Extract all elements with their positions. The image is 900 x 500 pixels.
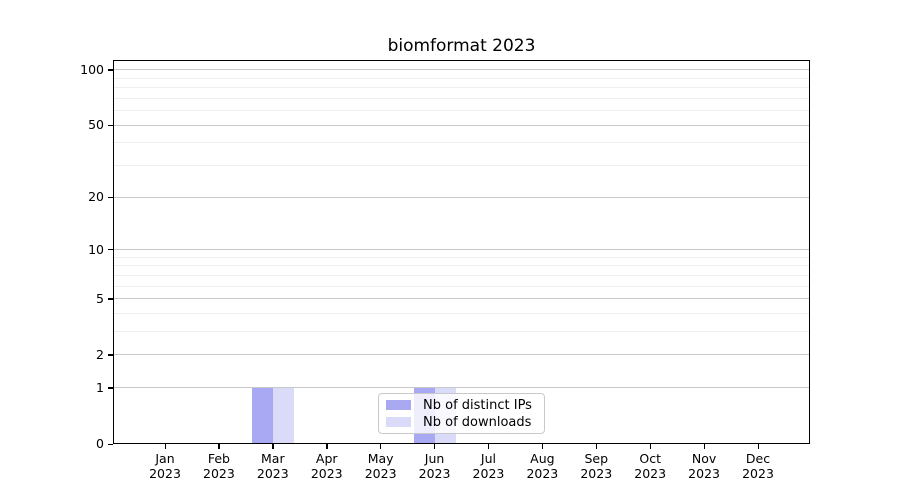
x-tick-mark (380, 444, 382, 449)
x-tick-label-line: Mar (261, 451, 285, 466)
x-tick-label-line: 2023 (526, 466, 559, 481)
gridline-minor (113, 165, 810, 167)
x-tick-label: Nov 2023 (672, 451, 736, 481)
x-tick-label: Jul 2023 (456, 451, 520, 481)
y-tick-label: 20 (88, 189, 104, 205)
gridline-minor (113, 256, 810, 258)
legend-label-downloads: Nb of downloads (423, 414, 532, 430)
gridline-minor (113, 77, 810, 79)
x-tick-mark (487, 444, 490, 449)
x-tick-mark (649, 444, 651, 449)
y-tick-label: 100 (80, 61, 104, 77)
gridline-minor (113, 331, 810, 333)
x-tick-label: Mar 2023 (241, 451, 305, 481)
x-tick-mark (595, 444, 598, 449)
x-tick-label-line: Jul (480, 451, 496, 466)
x-tick-label-line: Feb (207, 451, 230, 466)
y-tick-label: 0 (96, 436, 104, 451)
gridline-major (113, 196, 810, 198)
gridline-major (113, 354, 810, 356)
gridline-major (113, 387, 810, 389)
x-tick-mark (757, 444, 759, 449)
gridline-major (113, 69, 810, 71)
legend-item-downloads: Nb of downloads (386, 414, 544, 430)
bar-downloads (272, 387, 294, 444)
gridline-minor (113, 285, 810, 287)
x-tick-label: Apr 2023 (295, 451, 359, 481)
x-tick-mark (434, 444, 436, 449)
x-tick-label-line: 2023 (580, 466, 613, 481)
x-tick-label-line: 2023 (364, 466, 397, 481)
legend-item-distinct-ips: Nb of distinct IPs (386, 397, 544, 413)
y-tick-label: 10 (88, 241, 104, 257)
x-tick-label-line: 2023 (688, 466, 720, 481)
x-tick-mark (541, 444, 544, 449)
x-tick-label-line: 2023 (634, 466, 667, 481)
x-tick-label-line: 2023 (742, 466, 774, 481)
y-tick-label: 50 (88, 117, 104, 133)
gridline-minor (113, 142, 810, 144)
legend-swatch-distinct-ips-icon (386, 400, 411, 410)
gridline-minor (113, 110, 810, 112)
x-tick-label-line: Oct (639, 451, 661, 466)
gridline-minor (113, 87, 810, 89)
legend-swatch-downloads-icon (386, 417, 411, 427)
x-tick-label: Jun 2023 (403, 451, 467, 481)
x-tick-label-line: 2023 (310, 466, 343, 481)
gridline-major (113, 298, 810, 300)
x-tick-label-line: May (367, 451, 394, 466)
x-tick-mark (703, 444, 705, 449)
y-tick-label: 2 (96, 346, 104, 362)
x-tick-mark (164, 444, 166, 449)
x-tick-mark (218, 444, 220, 449)
x-tick-label-line: 2023 (472, 466, 505, 481)
gridline-major (113, 124, 810, 126)
x-tick-mark (326, 444, 328, 449)
x-tick-label: Sep 2023 (564, 451, 628, 481)
x-tick-label-line: 2023 (149, 466, 181, 481)
x-tick-label: Feb 2023 (187, 451, 251, 481)
x-tick-label-line: 2023 (418, 466, 451, 481)
x-tick-label: Aug 2023 (510, 451, 574, 481)
x-tick-label-line: Dec (745, 451, 771, 466)
x-tick-label-line: 2023 (256, 466, 289, 481)
x-tick-label-line: Apr (315, 451, 338, 466)
y-tick-label: 1 (96, 379, 104, 395)
x-tick-label: Oct 2023 (618, 451, 682, 481)
x-tick-label: Jan 2023 (133, 451, 197, 481)
x-tick-label-line: Jun (424, 451, 445, 466)
legend-label-distinct-ips: Nb of distinct IPs (423, 397, 532, 413)
x-tick-label-line: 2023 (203, 466, 235, 481)
x-tick-label: May 2023 (349, 451, 413, 481)
gridline-minor (113, 97, 810, 99)
plot-area (113, 60, 810, 444)
y-tick-label: 5 (96, 290, 104, 306)
gridline-major (113, 249, 810, 251)
bar-distinct_ips (251, 387, 273, 444)
legend: Nb of distinct IPs Nb of downloads (378, 393, 545, 434)
gridline-minor (113, 274, 810, 276)
x-tick-label-line: Jan (155, 451, 175, 466)
gridline-minor (113, 265, 810, 267)
x-tick-label-line: Nov (691, 451, 717, 466)
x-tick-label-line: Aug (530, 451, 555, 466)
x-tick-label: Dec 2023 (726, 451, 790, 481)
chart-title: biomformat 2023 (387, 36, 536, 56)
x-tick-mark (272, 444, 274, 449)
x-tick-label-line: Sep (584, 451, 609, 466)
gridline-minor (113, 313, 810, 314)
